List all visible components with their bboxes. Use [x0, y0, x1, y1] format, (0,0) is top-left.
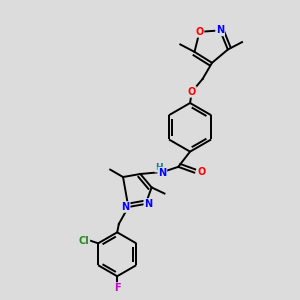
Text: Cl: Cl: [79, 236, 89, 246]
Text: F: F: [114, 283, 121, 293]
Text: N: N: [216, 26, 224, 35]
Text: N: N: [158, 168, 166, 178]
Text: O: O: [188, 87, 196, 97]
Text: O: O: [197, 167, 205, 177]
Text: O: O: [195, 27, 204, 37]
Text: H: H: [155, 163, 163, 172]
Text: N: N: [144, 199, 152, 209]
Text: N: N: [122, 202, 130, 212]
